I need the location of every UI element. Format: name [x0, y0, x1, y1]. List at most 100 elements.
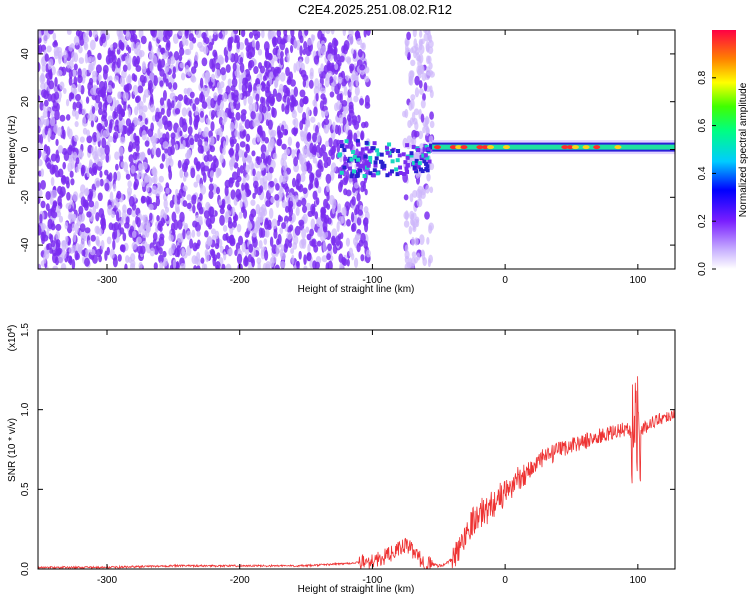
noise-cell [86, 211, 92, 218]
noise-cell [55, 230, 61, 241]
noise-cell [121, 110, 126, 118]
noise-cell [331, 228, 338, 239]
noise-cell [138, 105, 144, 117]
noise-cell [224, 185, 229, 197]
noise-cell [288, 215, 293, 222]
noise-cell [255, 40, 260, 51]
noise-cell [243, 256, 249, 267]
noise-cell [135, 65, 142, 73]
onset-cell [379, 152, 384, 157]
noise-cell [112, 135, 117, 144]
noise-cell [171, 100, 175, 109]
noise-cell [66, 223, 73, 234]
noise-cell [349, 63, 355, 72]
noise-cell [54, 256, 60, 266]
snr-x-tick-label: -300 [97, 575, 117, 586]
noise-cell [69, 170, 74, 178]
noise-column-cell [410, 219, 416, 227]
noise-cell [330, 235, 337, 246]
colorbar-tick-label: 0.6 [697, 118, 708, 132]
noise-cell [102, 64, 109, 74]
noise-cell [202, 172, 207, 183]
noise-cell [165, 42, 171, 52]
noise-cell [314, 211, 319, 220]
noise-cell [162, 250, 167, 258]
noise-cell [231, 92, 236, 100]
noise-cell [214, 230, 220, 240]
noise-cell [365, 249, 371, 258]
noise-cell [247, 223, 253, 230]
noise-cell [48, 58, 54, 67]
noise-cell [72, 213, 76, 223]
noise-column-cell [406, 135, 412, 144]
noise-cell [219, 81, 225, 89]
noise-cell [311, 34, 316, 41]
noise-cell [261, 97, 266, 108]
noise-cell [336, 221, 340, 233]
noise-cell [137, 162, 144, 170]
onset-cell [403, 160, 408, 165]
noise-cell [192, 242, 198, 252]
noise-cell [182, 139, 186, 150]
noise-cell [354, 215, 358, 225]
noise-cell [320, 233, 326, 242]
ridge-peak-cell [582, 145, 590, 150]
noise-cell [299, 89, 306, 98]
noise-cell [75, 252, 80, 260]
noise-cell [94, 225, 100, 234]
noise-cell [84, 257, 90, 267]
noise-cell [165, 49, 169, 58]
colorbar-tick-label: 0.8 [697, 70, 708, 84]
noise-column-cell [410, 257, 416, 267]
onset-cell [339, 139, 344, 144]
noise-cell [113, 171, 118, 182]
onset-cell [405, 163, 410, 168]
noise-cell [366, 30, 371, 36]
noise-cell [353, 95, 359, 103]
noise-cell [229, 121, 235, 132]
noise-cell [197, 138, 203, 148]
noise-cell [122, 209, 127, 220]
noise-cell [288, 240, 292, 248]
noise-cell [142, 229, 147, 239]
noise-cell [239, 62, 245, 73]
noise-column-cell [428, 224, 433, 234]
noise-cell [212, 30, 218, 36]
noise-cell [225, 263, 232, 269]
noise-cell [179, 47, 185, 56]
noise-cell [163, 212, 168, 220]
noise-cell [95, 248, 102, 258]
noise-cell [286, 97, 291, 107]
noise-cell [97, 192, 103, 202]
noise-cell [320, 33, 325, 41]
noise-cell [147, 128, 154, 138]
ridge-peak-cell [614, 145, 622, 150]
noise-cell [315, 92, 319, 102]
noise-cell [141, 195, 147, 204]
noise-cell [152, 232, 158, 241]
noise-cell [309, 182, 314, 190]
noise-cell [302, 187, 308, 194]
noise-cell [143, 88, 150, 98]
noise-column-cell [413, 130, 420, 138]
noise-cell [63, 57, 68, 65]
noise-cell [149, 53, 153, 61]
noise-cell [231, 77, 238, 88]
spectrogram-x-tick-label: 100 [629, 275, 646, 286]
noise-cell [38, 125, 41, 134]
spectrogram-x-ticks: -300 -200 -100 0 100 [97, 30, 647, 286]
noise-cell [260, 152, 266, 160]
noise-cell [88, 200, 95, 208]
spectrogram-y-ticks: -40 -20 0 20 40 [20, 48, 675, 252]
noise-cell [281, 143, 287, 150]
noise-cell [181, 247, 185, 257]
noise-cell [111, 62, 116, 72]
noise-cell [83, 188, 90, 197]
noise-cell [193, 118, 199, 128]
noise-cell [40, 168, 45, 177]
noise-cell [305, 202, 312, 211]
noise-cell [77, 83, 82, 93]
noise-cell [321, 255, 328, 263]
noise-cell [134, 106, 139, 116]
snr-y-tick-label: 1.5 [20, 323, 31, 337]
